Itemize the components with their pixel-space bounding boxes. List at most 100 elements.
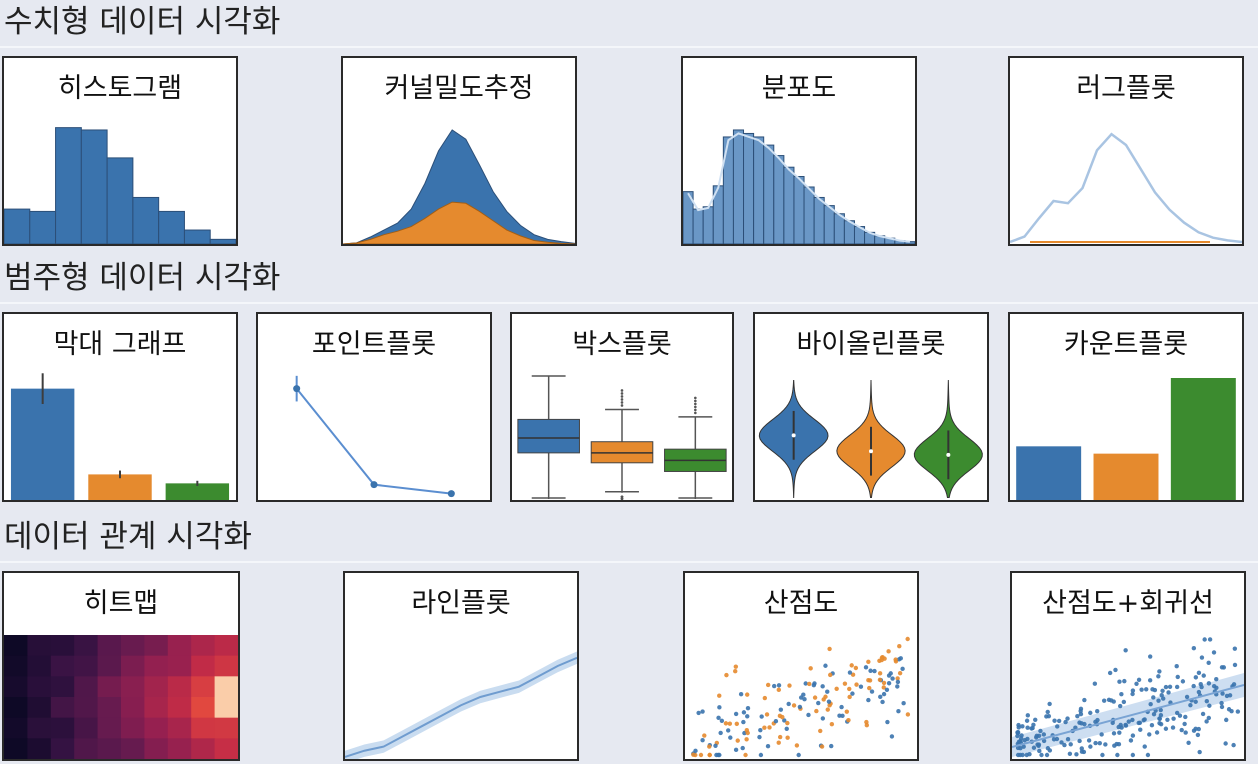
point (1123, 648, 1128, 653)
point (744, 737, 749, 742)
point (829, 721, 835, 727)
point (1180, 679, 1186, 684)
heatmap-cell (167, 738, 192, 759)
point (716, 715, 721, 721)
point (808, 666, 813, 671)
point (773, 719, 779, 724)
point (889, 734, 895, 739)
point (796, 752, 801, 758)
point (700, 737, 705, 743)
point (762, 725, 767, 730)
point (827, 703, 832, 708)
heatmap-cell (214, 717, 238, 739)
scatterplot-panel[interactable]: 산점도 (683, 571, 919, 761)
point (717, 693, 722, 698)
point (1139, 687, 1144, 692)
point (864, 719, 869, 725)
chart-title: 히스토그램 (57, 73, 183, 104)
point (1025, 725, 1030, 730)
lineplot-panel[interactable]: 라인플롯 (343, 571, 579, 761)
point (867, 678, 873, 683)
point (1101, 698, 1107, 703)
point (1141, 717, 1146, 723)
point (1062, 742, 1067, 748)
point (1232, 646, 1238, 651)
heatmap-cell (50, 717, 75, 739)
point (1046, 713, 1052, 719)
point (1174, 663, 1179, 669)
barplot-panel[interactable]: 막대 그래프 (2, 312, 238, 502)
point (1063, 719, 1068, 725)
point (879, 655, 885, 660)
point (764, 712, 770, 717)
kde-area-orange (343, 201, 575, 244)
point (786, 701, 791, 707)
heatmap-cell (4, 738, 28, 759)
point (1221, 665, 1227, 670)
heatmap-cell (191, 697, 216, 719)
bar (1016, 446, 1082, 500)
point (1200, 711, 1206, 717)
point (1103, 742, 1108, 747)
histogram-panel[interactable]: 히스토그램 (2, 56, 238, 246)
point (1130, 691, 1135, 697)
point (1235, 709, 1241, 714)
point (1075, 713, 1080, 719)
kde-panel[interactable]: 커널밀도추정 (341, 56, 577, 246)
point (1206, 660, 1211, 666)
point (370, 481, 378, 489)
point (723, 721, 729, 726)
point (765, 682, 771, 688)
point (1188, 702, 1193, 708)
heatmap-cell (144, 697, 169, 719)
countplot-chart (1016, 378, 1236, 500)
point (1095, 709, 1100, 714)
point (898, 656, 903, 661)
heatmap-cell (74, 717, 99, 739)
point (1123, 723, 1129, 728)
point (872, 668, 877, 674)
point (1118, 722, 1123, 728)
point (896, 709, 901, 714)
bar (813, 196, 825, 244)
point (1082, 697, 1087, 703)
point (905, 712, 911, 717)
point (1175, 674, 1180, 680)
point (863, 665, 869, 670)
point (818, 728, 823, 734)
heatmap-cell (214, 676, 238, 698)
point (1231, 682, 1237, 687)
heatmap-cell (50, 635, 75, 657)
outlier (694, 408, 697, 412)
heatmap-cell (167, 635, 192, 657)
point (825, 689, 830, 694)
point (724, 672, 729, 678)
point (807, 681, 812, 687)
countplot-panel[interactable]: 카운트플롯 (1008, 312, 1244, 502)
lineplot-chart (345, 651, 577, 759)
point (1114, 741, 1119, 747)
point (1015, 752, 1021, 758)
histogram-chart (4, 127, 236, 244)
density-line (687, 132, 911, 243)
violinplot-panel[interactable]: 바이올린플롯 (753, 312, 989, 502)
point (820, 684, 825, 689)
heatmap-cell (27, 738, 52, 759)
point (1038, 728, 1043, 734)
point (1130, 688, 1136, 693)
point (802, 697, 807, 702)
pointplot-panel[interactable]: 포인트플롯 (256, 312, 492, 502)
point (827, 646, 832, 652)
point (1145, 752, 1151, 758)
heatmap-cell (144, 676, 169, 698)
point (1193, 675, 1199, 680)
point (1148, 701, 1153, 707)
point (758, 752, 764, 758)
regplot-panel[interactable]: 산점도+회귀선 (1010, 571, 1246, 761)
rugplot-panel[interactable]: 러그플롯 (1008, 56, 1244, 246)
distplot-panel[interactable]: 분포도 (681, 56, 917, 246)
point (1201, 673, 1206, 678)
point (733, 669, 738, 674)
boxplot-panel[interactable]: 박스플롯 (510, 312, 734, 502)
heatmap-panel[interactable]: 히트맵 (2, 571, 240, 761)
